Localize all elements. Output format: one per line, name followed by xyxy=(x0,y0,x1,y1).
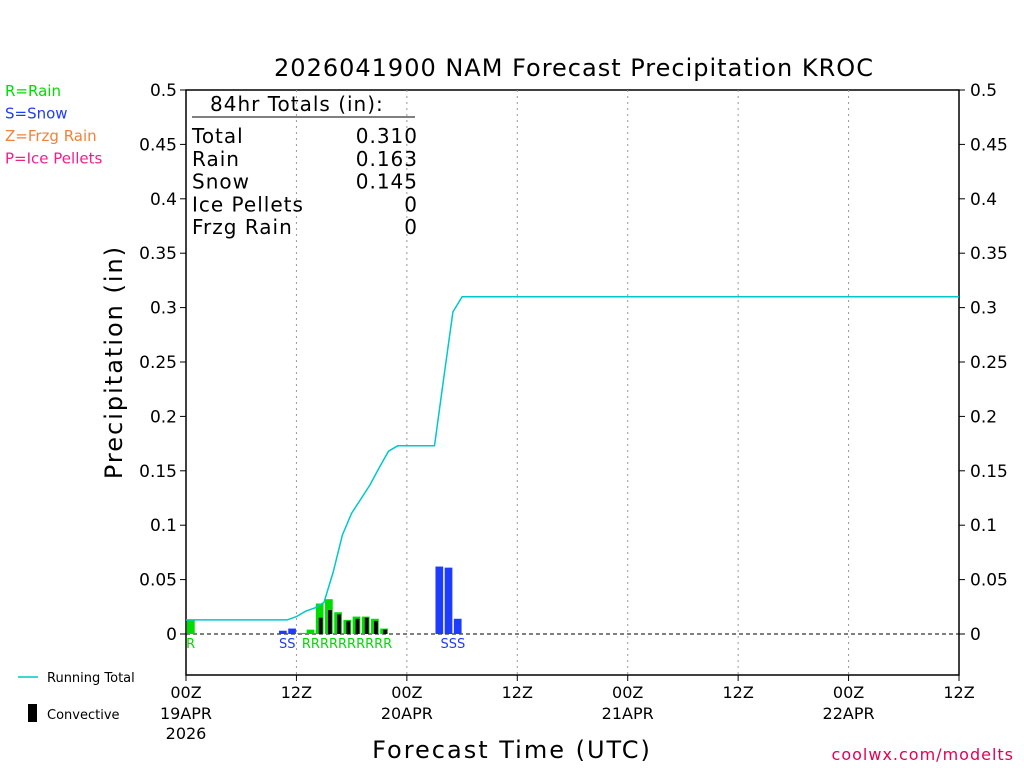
precip-type-letter: SS xyxy=(279,637,296,652)
legend-convective: Convective xyxy=(28,704,120,723)
credit-text: coolwx.com/modelts xyxy=(832,745,1014,764)
y-tick-label-right: 0.35 xyxy=(970,244,1008,264)
chart-title: 2026041900 NAM Forecast Precipitation KR… xyxy=(274,54,874,82)
convective-bar xyxy=(337,614,342,634)
x-tick-label: 12Z xyxy=(502,683,533,702)
convective-bar xyxy=(346,620,351,634)
convective-bar xyxy=(373,620,378,634)
y-tick-label-right: 0.05 xyxy=(970,571,1008,591)
convective-bar xyxy=(364,617,369,634)
x-tick-date: 19APR xyxy=(160,704,212,723)
y-tick-label-left: 0.05 xyxy=(139,571,177,591)
precip-type-letters: R SS RRRRRRRRRR SSS xyxy=(186,637,465,652)
x-tick-label: 12Z xyxy=(943,683,974,702)
y-tick-label-left: 0.15 xyxy=(139,462,177,482)
precip-bars xyxy=(187,566,462,634)
y-tick-label-right: 0.1 xyxy=(970,516,997,536)
x-tick-label: 00Z xyxy=(170,683,201,702)
x-tick-label: 12Z xyxy=(722,683,753,702)
precip-type-letter: RRRRRRRRRR xyxy=(302,637,392,652)
convective-legend-label: Convective xyxy=(47,708,120,723)
totals-row-value: 0.145 xyxy=(356,170,418,194)
precip-bar xyxy=(453,618,462,634)
totals-row-value: 0.163 xyxy=(356,147,418,171)
x-tick-label: 00Z xyxy=(391,683,422,702)
precip-bar xyxy=(187,619,195,634)
totals-rows: Total 0.310 Rain 0.163 Snow 0.145 Ice Pellets 0… xyxy=(191,124,418,239)
precip-type-letter: SSS xyxy=(440,637,465,652)
precip-bar xyxy=(279,630,287,634)
precip-bar xyxy=(306,629,315,634)
y-tick-label-right: 0.15 xyxy=(970,462,1008,482)
legend-running-total: Running Total xyxy=(18,671,135,686)
y-tick-label-left: 0.3 xyxy=(150,299,177,319)
x-tick-year: 2026 xyxy=(166,724,207,743)
y-tick-label-right: 0.25 xyxy=(970,353,1008,373)
y-tick-label-left: 0.5 xyxy=(150,81,177,101)
y-tick-label-right: 0.45 xyxy=(970,135,1008,155)
x-tick-date: 22APR xyxy=(823,704,875,723)
precip-bar xyxy=(288,628,296,634)
convective-bar xyxy=(327,610,332,634)
y-tick-label-right: 0 xyxy=(970,625,981,645)
legend-type-entry: P=Ice Pellets xyxy=(5,150,102,168)
precip-type-letter: R xyxy=(186,637,195,652)
x-tick-label: 00Z xyxy=(833,683,864,702)
plot-frame xyxy=(185,89,960,676)
convective-bar xyxy=(383,629,388,634)
y-axis: 0 00.05 0.050.1 0.10.15 0.150.2 0.20.25 0.250.… xyxy=(139,81,1008,645)
x-gridlines xyxy=(295,90,850,675)
legend-type-entry: R=Rain xyxy=(5,82,61,100)
y-tick-label-left: 0.4 xyxy=(150,190,177,210)
x-tick-label: 12Z xyxy=(281,683,312,702)
totals-row-value: 0 xyxy=(404,215,418,239)
legend-type-entry: S=Snow xyxy=(5,105,68,123)
totals-row-label: Frzg Rain xyxy=(192,215,293,239)
totals-row-label: Rain xyxy=(192,147,240,171)
y-tick-label-left: 0.25 xyxy=(139,353,177,373)
y-axis-label: Precipitation (in) xyxy=(100,245,128,479)
x-tick-date: 21APR xyxy=(602,704,654,723)
legend-types: R=Rain S=Snow Z=Frzg Rain P=Ice Pellets xyxy=(5,82,102,168)
y-tick-label-left: 0.35 xyxy=(139,244,177,264)
totals-row-label: Total xyxy=(191,124,244,148)
precip-bar xyxy=(435,566,444,634)
y-tick-label-right: 0.5 xyxy=(970,81,997,101)
precip-bar xyxy=(297,632,306,634)
totals-heading: 84hr Totals (in): xyxy=(210,92,384,116)
convective-bar xyxy=(318,617,323,634)
y-tick-label-left: 0.1 xyxy=(150,516,177,536)
convective-bar xyxy=(355,618,360,634)
convective-swatch xyxy=(28,704,37,722)
y-tick-label-right: 0.2 xyxy=(970,407,997,427)
x-axis-label: Forecast Time (UTC) xyxy=(372,736,652,764)
legend-type-entry: Z=Frzg Rain xyxy=(5,127,97,145)
totals-row-value: 0 xyxy=(404,192,418,216)
y-tick-label-left: 0.2 xyxy=(150,407,177,427)
precip-bar xyxy=(444,567,453,634)
totals-row-value: 0.310 xyxy=(356,124,418,148)
totals-row-label: Snow xyxy=(192,170,250,194)
totals-box: 84hr Totals (in): Total 0.310 Rain 0.163 Sno… xyxy=(191,92,418,239)
y-tick-label-right: 0.4 xyxy=(970,190,997,210)
y-tick-label-right: 0.3 xyxy=(970,299,997,319)
running-total-legend-label: Running Total xyxy=(47,671,135,686)
totals-row-label: Ice Pellets xyxy=(192,192,304,216)
x-tick-label: 00Z xyxy=(612,683,643,702)
y-tick-label-left: 0 xyxy=(166,625,177,645)
y-tick-label-left: 0.45 xyxy=(139,135,177,155)
x-tick-date: 20APR xyxy=(381,704,433,723)
running-total-line xyxy=(186,295,959,621)
